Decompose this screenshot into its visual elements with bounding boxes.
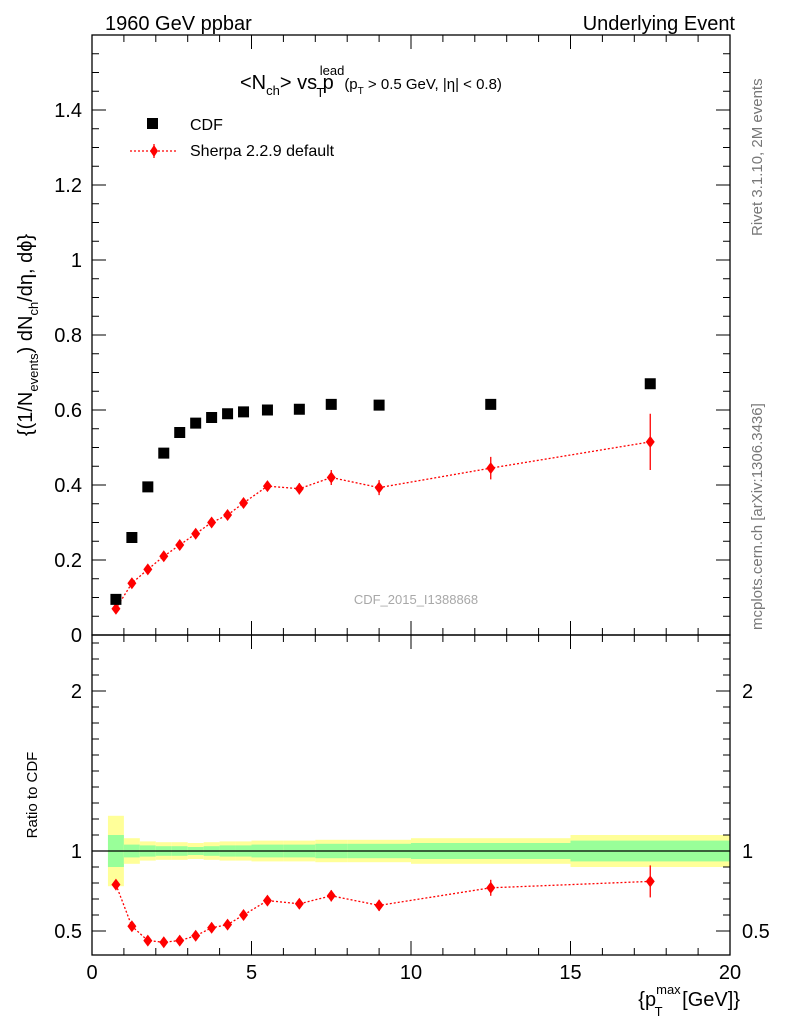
ratio-point [239, 909, 249, 921]
legend-cdf-label: CDF [190, 117, 223, 134]
ratio-y-tick-label: 0.5 [54, 921, 82, 943]
ratio-y-tick-label-right: 0.5 [742, 921, 770, 943]
plot-title: <Nch> vs plead T (pT > 0.5 GeV, |η| < 0.8) [240, 63, 502, 100]
ratio-point [143, 934, 153, 947]
cdf-point [293, 403, 305, 415]
main-y-tick-label: 0 [71, 625, 82, 647]
ratio-point [127, 920, 137, 933]
cdf-point [206, 412, 218, 423]
sherpa-point [127, 577, 137, 590]
ratio-y-tick-label-right: 1 [742, 841, 753, 863]
sherpa-point [191, 527, 201, 540]
x-tick-label: 5 [246, 962, 257, 984]
ratio-y-tick-label-right: 2 [742, 681, 753, 703]
x-axis-label: {pmax T [GeV]} [638, 982, 740, 1019]
x-tick-label: 10 [400, 962, 422, 984]
x-tick-label: 15 [559, 962, 581, 984]
sherpa-point [239, 497, 249, 509]
main-axis-ticks: 0 0.2 0.4 0.6 0.8 1 1.2 1.4 [54, 35, 731, 647]
ratio-point [191, 929, 201, 942]
ratio-point [294, 897, 304, 910]
cdf-point [261, 404, 273, 416]
main-y-tick-label: 1 [71, 250, 82, 272]
ratio-series [111, 865, 655, 949]
ratio-point [207, 921, 217, 934]
ratio-y-axis-label: Ratio to CDF [24, 752, 41, 839]
legend: CDF Sherpa 2.2.9 default [130, 117, 335, 160]
ratio-uncertainty-bands [92, 815, 730, 887]
cdf-point [174, 427, 186, 438]
main-y-tick-label: 1.4 [54, 100, 82, 122]
sherpa-point [159, 550, 169, 563]
x-tick-label: 20 [719, 962, 741, 984]
sherpa-point [374, 481, 384, 494]
legend-cdf-marker [147, 118, 158, 129]
header-left-label: 1960 GeV ppbar [105, 13, 252, 35]
ratio-axis-ticks: 0 5 10 15 200.5 0.51 12 2 [54, 635, 770, 984]
ratio-point [223, 918, 233, 931]
main-y-tick-label: 0.8 [54, 325, 82, 347]
legend-sherpa-marker [150, 145, 158, 157]
ratio-y-tick-label: 1 [71, 841, 82, 863]
ratio-point [645, 875, 655, 888]
ratio-point [486, 881, 496, 894]
main-y-axis-label: {(1/Nevents) dNch/dη, dϕ} [15, 234, 41, 437]
rivet-version-label: Rivet 3.1.10, 2M events [749, 78, 766, 236]
sherpa-point [262, 480, 272, 493]
sherpa-series-line [115, 441, 651, 610]
sherpa-point [143, 563, 153, 576]
ratio-point [374, 899, 384, 912]
cdf-point [142, 481, 154, 493]
main-plot-frame [91, 34, 731, 636]
cdf-point [158, 447, 170, 459]
x-tick-label: 0 [86, 962, 97, 984]
main-y-tick-label: 1.2 [54, 175, 82, 197]
sherpa-point [207, 516, 217, 529]
cdf-point [190, 417, 202, 429]
ratio-point [175, 934, 185, 947]
ratio-y-tick-label: 2 [71, 681, 82, 703]
main-series [110, 378, 656, 615]
main-y-tick-label: 0.4 [54, 475, 82, 497]
sherpa-point [111, 602, 121, 615]
legend-sherpa-label: Sherpa 2.2.9 default [190, 143, 335, 160]
cdf-point [644, 378, 656, 390]
sherpa-point [294, 482, 304, 495]
sherpa-point [645, 435, 655, 448]
sherpa-point [486, 462, 496, 475]
cdf-point [238, 406, 250, 418]
mcplots-source-label: mcplots.cern.ch [arXiv:1306.3436] [749, 403, 766, 630]
header-right-label: Underlying Event [583, 13, 736, 35]
ratio-point [262, 894, 272, 907]
cdf-point [325, 398, 337, 410]
cdf-point [126, 532, 138, 543]
analysis-watermark: CDF_2015_I1388868 [354, 592, 478, 607]
cdf-point [222, 408, 234, 420]
sherpa-point [175, 539, 185, 551]
ratio-point [326, 889, 336, 902]
ratio-point [111, 878, 121, 891]
ratio-plot-frame [91, 634, 731, 956]
cdf-point [373, 399, 385, 411]
sherpa-point [326, 471, 336, 484]
cdf-point [110, 593, 122, 605]
main-y-tick-label: 0.2 [54, 550, 82, 572]
cdf-point [485, 398, 497, 410]
ratio-point [159, 936, 169, 949]
sherpa-point [223, 509, 233, 521]
main-y-tick-label: 0.6 [54, 400, 82, 422]
